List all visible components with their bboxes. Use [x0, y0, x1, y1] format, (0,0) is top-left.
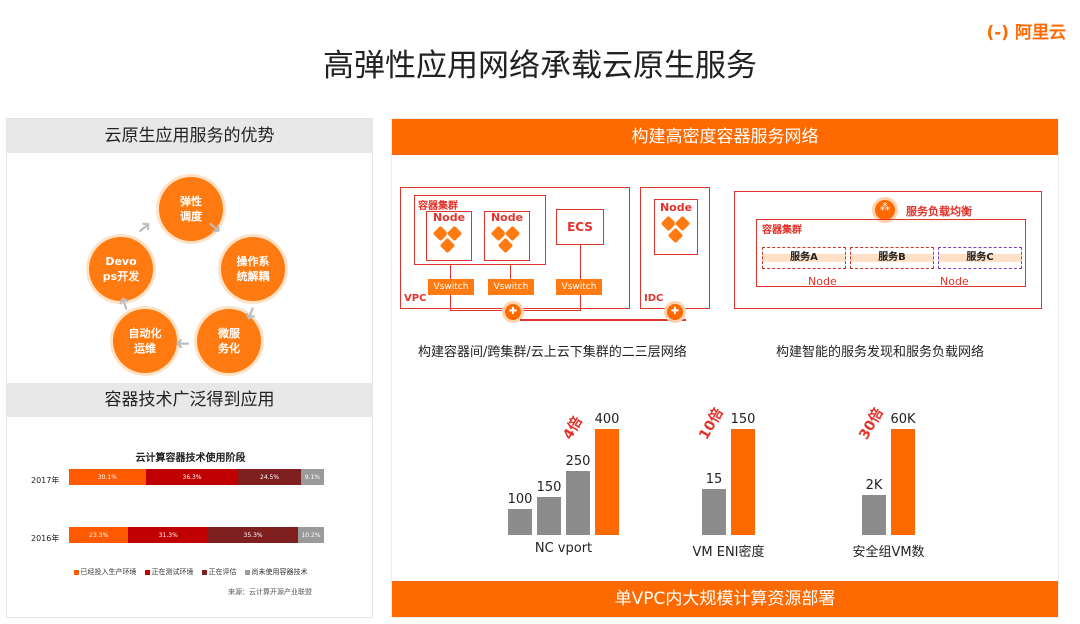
metric-bar: [537, 497, 561, 535]
metric-caption: VM ENI密度: [692, 545, 765, 560]
cycle-item-devops: Devo ps开发: [89, 237, 153, 301]
node-box: [426, 211, 472, 261]
chart-row-label: 2017年: [31, 476, 60, 485]
chart-stacked-bar: 23.3% 31.3% 35.3% 10.2%: [69, 527, 325, 543]
chart-bar-segment: 36.3%: [145, 469, 239, 485]
ecs-box: ECS: [556, 209, 604, 245]
container-cluster-box: [414, 195, 546, 265]
metric-value-label: 60K: [890, 412, 916, 427]
metric-value-label: 250: [565, 454, 591, 469]
chart-title: 云计算容器技术使用阶段: [135, 453, 246, 464]
service-a: 服务A: [762, 247, 846, 269]
container-usage-chart: 云计算容器技术使用阶段 2017年 30.1% 36.3% 24.5% 9.1% 20…: [7, 419, 374, 619]
connector-line: [510, 265, 511, 279]
vswitch-label: Vswitch: [488, 279, 534, 295]
chart-row-label: 2016年: [31, 534, 60, 543]
node-box: [654, 199, 698, 255]
metric-value-label: 150: [730, 412, 756, 427]
container-cluster-label: 容器集群: [418, 201, 458, 212]
node-label: Node: [432, 211, 466, 224]
metric-bar: [731, 429, 755, 535]
advantages-panel: 云原生应用服务的优势 弹性 调度 操作系 统解耦 微服 务化 自动化 运维 De…: [6, 118, 373, 618]
container-cluster-icon: [658, 214, 698, 249]
container-cluster-icon: [430, 224, 470, 259]
cycle-item-elastic: 弹性 调度: [159, 177, 223, 241]
container-cluster-label: 容器集群: [762, 225, 802, 236]
cycle-item-os-decoupling: 操作系 统解耦: [221, 237, 285, 301]
advantages-header: 云原生应用服务的优势: [7, 119, 372, 153]
metric-value-label: 150: [536, 480, 562, 495]
cycle-item-microservice: 微服 务化: [197, 309, 261, 373]
interconnect-line: [520, 319, 686, 321]
metric-caption: NC vport: [534, 541, 593, 556]
legend-item: 尚未使用容器技术: [244, 568, 308, 576]
chart-bar-segment: 35.3%: [208, 527, 299, 543]
connector-line: [450, 295, 451, 311]
advantages-cycle: 弹性 调度 操作系 统解耦 微服 务化 自动化 运维 Devo ps开发 ➜ ➜…: [7, 153, 374, 381]
diagram2-caption: 构建智能的服务发现和服务负载网络: [776, 345, 985, 360]
connector-line: [450, 265, 451, 279]
metric-value-label: 15: [705, 472, 723, 487]
node-label: Node: [808, 275, 837, 288]
aliyun-logo: (-) 阿里云: [986, 23, 1066, 43]
chart-bar-segment: 24.5%: [238, 469, 301, 485]
chart-source: 来源：云计算开源产业联盟: [228, 588, 312, 596]
chart-bar-segment: 31.3%: [128, 527, 209, 543]
metric-bar: [891, 429, 915, 535]
node-box: [484, 211, 530, 261]
chart-stacked-bar: 30.1% 36.3% 24.5% 9.1%: [69, 469, 324, 485]
growth-multiplier: 4倍: [560, 413, 587, 443]
container-adoption-header: 容器技术广泛得到应用: [7, 383, 372, 417]
metric-bar: [702, 489, 726, 535]
node-label: Node: [940, 275, 969, 288]
cycle-item-auto-ops: 自动化 运维: [113, 309, 177, 373]
metric-bar: [508, 509, 532, 535]
vpc-router-icon: ✚: [502, 301, 524, 323]
connector-line: [580, 245, 581, 279]
load-balancer-icon: ⁂: [872, 197, 898, 223]
node-label: Node: [490, 211, 524, 224]
container-cluster-box: [756, 219, 1026, 287]
connector-line: [580, 295, 581, 311]
vswitch-label: Vswitch: [556, 279, 602, 295]
container-cluster-icon: [488, 224, 528, 259]
diagram1-caption: 构建容器间/跨集群/云上云下集群的二三层网络: [418, 345, 687, 360]
node-label: Node: [659, 201, 693, 214]
growth-multiplier: 10倍: [696, 405, 727, 443]
cycle-arrow-icon: ➜: [175, 333, 191, 354]
chart-legend: 已经投入生产环境 正在测试环境 正在评估 尚未使用容器技术: [7, 567, 374, 577]
service-lb-box: [734, 191, 1042, 309]
metric-value-label: 100: [507, 492, 533, 507]
idc-label: IDC: [644, 293, 664, 304]
legend-item: 已经投入生产环境: [73, 568, 137, 576]
chart-bar-segment: 10.2%: [298, 527, 325, 543]
vswitch-label: Vswitch: [428, 279, 474, 295]
service-b: 服务B: [850, 247, 934, 269]
metric-value-label: 400: [594, 412, 620, 427]
metric-bar: [862, 495, 886, 535]
cycle-arrow-icon: ➜: [132, 214, 158, 241]
page-title: 高弹性应用网络承载云原生服务: [323, 48, 757, 84]
chart-bar-segment: 9.1%: [300, 469, 324, 485]
service-lb-label: 服务负载均衡: [906, 205, 972, 218]
growth-multiplier: 30倍: [856, 405, 887, 443]
vpc-label: VPC: [404, 293, 427, 304]
container-network-panel: 构建高密度容器服务网络 VPC 容器集群 Node Node ECS Vswit…: [391, 118, 1059, 618]
chart-bar-segment: 30.1%: [69, 469, 146, 485]
metric-caption: 安全组VM数: [852, 545, 925, 560]
metric-bar: [595, 429, 619, 535]
service-c: 服务C: [938, 247, 1022, 269]
chart-bar-segment: 23.3%: [69, 527, 129, 543]
idc-router-icon: ✚: [664, 301, 686, 323]
legend-item: 正在评估: [201, 568, 237, 576]
metric-value-label: 2K: [865, 478, 883, 493]
vpc-scale-footer: 单VPC内大规模计算资源部署: [392, 581, 1058, 617]
container-network-header: 构建高密度容器服务网络: [392, 119, 1058, 155]
metric-bar: [566, 471, 590, 535]
legend-item: 正在测试环境: [144, 568, 194, 576]
